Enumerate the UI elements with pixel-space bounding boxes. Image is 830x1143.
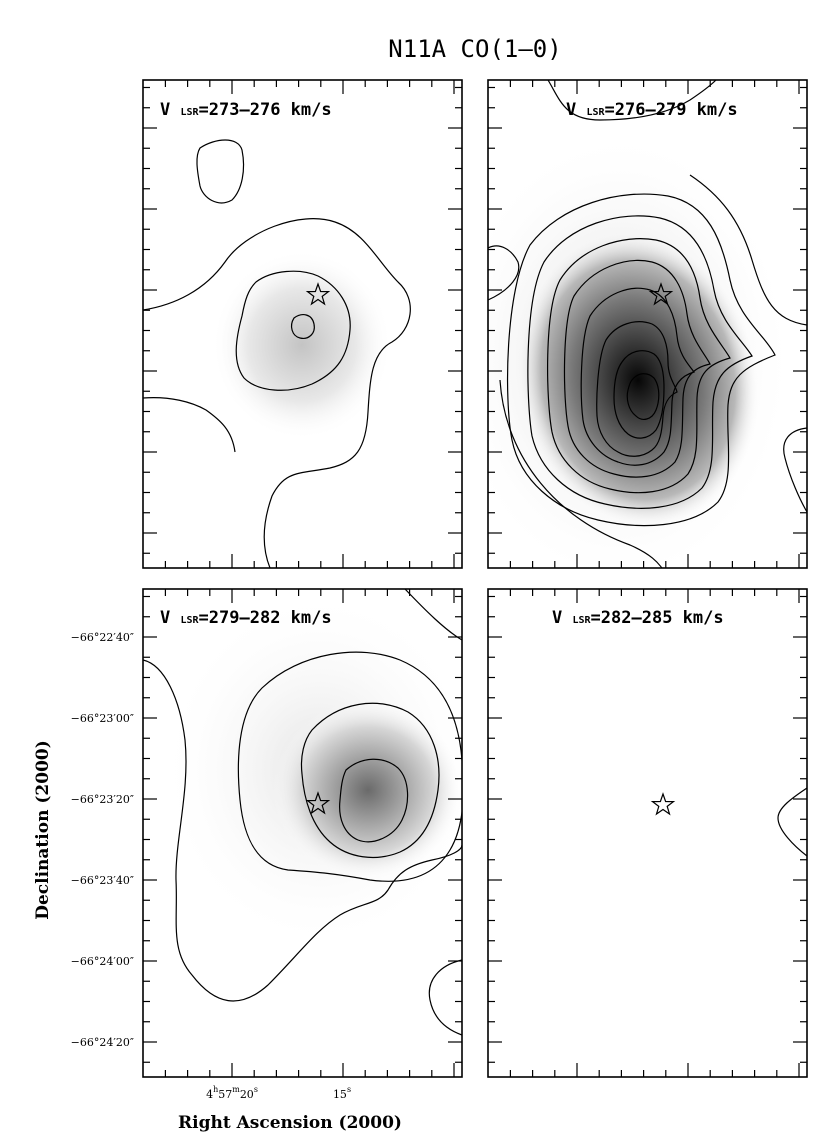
x-tick-label-ra-20s: 4h57m20s [206,1085,258,1101]
star-marker [305,282,331,306]
velocity-range: =276–279 km/s [605,100,738,120]
y-tick-label: −66°23′40″ [71,874,134,887]
velocity-subscript: LSR [180,107,199,118]
contour-level-4 [547,238,731,494]
velocity-label: V LSR=276–279 km/s [566,100,738,120]
contour-level-1 [488,245,520,301]
contour-level-2 [506,193,776,527]
ra-minutes: 57 [218,1088,232,1101]
panel-276-279: V LSR=276–279 km/s [487,79,808,569]
panel-frame [487,79,808,569]
contour-level-1 [777,787,807,857]
star-marker [648,282,674,306]
panel-frame [487,588,808,1078]
y-axis-label: Declination (2000) [33,740,53,920]
y-tick-label: −66°23′20″ [71,793,134,806]
ra-hours: 4 [206,1088,213,1101]
contour-level-3 [290,314,315,339]
ra-hours-unit: h [213,1085,218,1094]
emission-shading [212,250,392,440]
contour-level-3 [527,215,753,509]
star-marker [305,791,331,815]
y-tick-label: −66°23′00″ [71,712,134,725]
emission-shading [516,231,760,529]
velocity-label: V LSR=282–285 km/s [552,608,724,628]
panel-282-285: V LSR=282–285 km/s [487,588,808,1078]
panel-279-282: V LSR=279–282 km/s [142,588,463,1078]
contour-level-3 [300,702,440,859]
figure-title: N11A CO(1–0) [388,35,561,63]
axis-ticks [143,80,807,1077]
velocity-subscript: LSR [180,615,199,626]
emission-shading [273,700,462,880]
contour-level-2 [237,651,462,882]
y-tick-label: −66°24′00″ [71,955,134,968]
y-tick-label: −66°22′40″ [71,631,134,644]
contour-level-2 [235,270,351,391]
velocity-subscript: LSR [586,107,605,118]
contour-level-4 [339,758,409,843]
contour-level-1 [196,139,245,204]
ra-seconds-unit: s [254,1085,258,1094]
contour-level-1 [143,218,411,568]
star-marker [650,792,676,816]
velocity-range: =282–285 km/s [591,608,724,628]
y-tick-labels: −66°22′40″ −66°23′00″ −66°23′20″ −66°23′… [71,631,134,1049]
x-axis-label: Right Ascension (2000) [178,1113,402,1133]
velocity-range: =273–276 km/s [199,100,332,120]
y-tick-label: −66°24′20″ [71,1036,134,1049]
ra-seconds-unit: s [347,1085,351,1094]
contour-level-1 [783,427,807,513]
contour-level-1 [547,80,717,121]
panel-frame [142,79,463,569]
velocity-range: =279–282 km/s [199,608,332,628]
contour-level-1 [689,174,807,326]
contour-level-6 [580,287,695,466]
ra-seconds: 20 [240,1088,254,1101]
velocity-subscript: LSR [572,615,591,626]
panel-frame [142,588,463,1078]
contour-level-1 [428,959,462,1036]
velocity-label: V LSR=273–276 km/s [160,100,332,120]
contour-level-5 [563,259,711,478]
contour-level-1 [143,659,462,1002]
contour-level-1 [143,397,236,453]
ra-minutes-unit: m [232,1085,240,1094]
panel-273-276: V LSR=273–276 km/s [142,79,463,569]
contour-level-7 [596,321,678,457]
contour-level-8 [613,350,665,439]
contour-level-9 [626,373,660,420]
ra-seconds: 15 [333,1088,347,1101]
x-tick-label-ra-15s: 15s [333,1085,351,1101]
velocity-label: V LSR=279–282 km/s [160,608,332,628]
